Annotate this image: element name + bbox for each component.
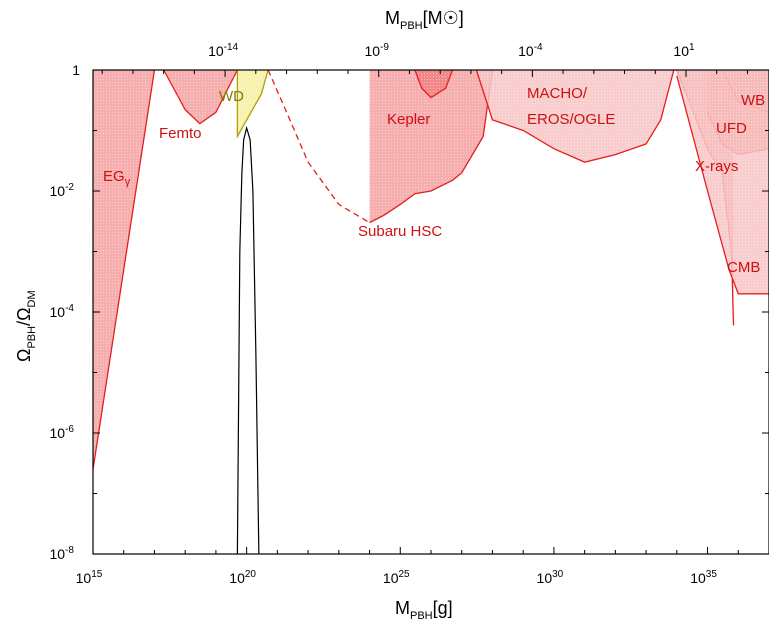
cmb-label: CMB: [727, 259, 760, 276]
y-tick-label: 10-4: [50, 303, 75, 320]
x-rays-label: X-rays: [695, 158, 738, 175]
cmb-boundary: [676, 75, 769, 295]
constraint-regions: [93, 70, 769, 470]
top-tick-label: 10-14: [208, 42, 238, 59]
cmb-texture: [676, 70, 769, 294]
tick-labels: 1015 1020 1025 1030 1035 10-14 10-9 10-4 101 1 10-…: [50, 42, 718, 586]
x-tick-label: 1020: [229, 569, 256, 586]
kepler-boundary: [414, 70, 454, 99]
axis-ticks: [92, 69, 769, 555]
wd-label: WD: [219, 88, 244, 105]
wb-label: WB: [741, 92, 765, 109]
ufd-label: UFD: [716, 120, 747, 137]
mass-function-layer: [236, 125, 260, 554]
x-tick-label: 1030: [537, 569, 564, 586]
x-tick-label: 1015: [76, 569, 103, 586]
macho-eros-ogle-label-line2: EROS/OGLE: [527, 111, 615, 128]
femto-texture: [163, 70, 238, 124]
top-axis-title: MPBH[M☉]: [385, 8, 464, 32]
femto-boundary: [163, 70, 238, 125]
subaru-hsc-extrapolated-curve: [267, 70, 370, 224]
wd-texture: [237, 70, 269, 137]
y-tick-label: 1: [72, 62, 80, 78]
y-tick-label: 10-6: [50, 424, 75, 441]
wd-boundary: [236, 70, 269, 139]
region-labels: EGγ Femto WD Subaru HSC Kepler MACHO/EROS/OGL…: [103, 85, 765, 276]
y-tick-label: 10-8: [50, 545, 75, 562]
femto-label: Femto: [159, 125, 202, 142]
eg-boundary: [93, 70, 156, 470]
x-tick-label: 1035: [690, 569, 717, 586]
macho-eros-ogle-label: MACHO/: [527, 85, 588, 102]
top-tick-label: 10-9: [364, 42, 389, 59]
subaru-hsc-texture: [369, 70, 493, 223]
x-tick-label: 1025: [383, 569, 410, 586]
subaru-hsc-boundary: [369, 70, 494, 224]
top-tick-label: 101: [673, 42, 695, 59]
y-axis-title: ΩPBH/ΩDM: [14, 290, 38, 362]
eg-label: EGγ: [103, 168, 131, 188]
mass-function-curve: [236, 125, 260, 554]
kepler-label: Kepler: [387, 111, 430, 128]
x-axis-title: MPBH[g]: [395, 598, 453, 622]
top-tick-label: 10-4: [518, 42, 543, 59]
macho-eros-ogle-boundary: [475, 70, 675, 163]
y-tick-label: 10-2: [50, 182, 75, 199]
subaru-hsc-label: Subaru HSC: [358, 223, 442, 240]
macho-eros-ogle-texture: [476, 70, 674, 163]
